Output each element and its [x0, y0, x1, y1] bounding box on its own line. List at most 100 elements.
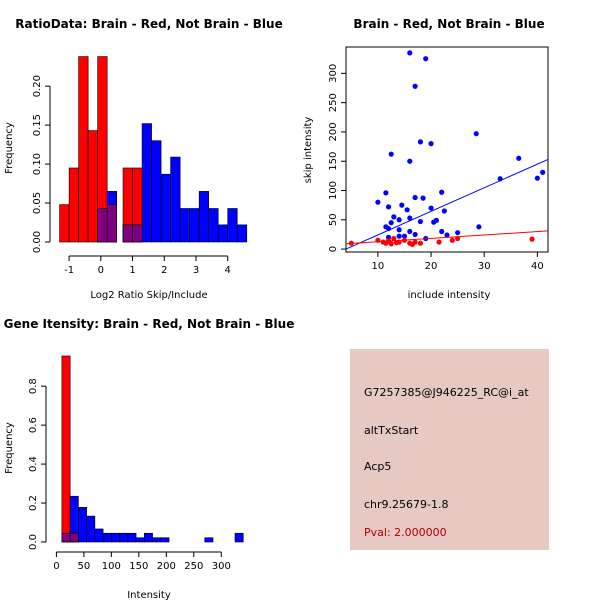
scatter-point-not-brain-16	[375, 199, 381, 205]
hist-bar-overlap-1	[69, 532, 79, 543]
ratio-histogram-axes: -1 0 1 2 3 4 0.00 0.05 0.10 0.15 0.20	[32, 75, 231, 276]
scatter-point-brain-14	[436, 239, 442, 245]
hist-bar-overlap-0	[97, 208, 108, 243]
scatter-title: Brain - Red, Not Brain - Blue	[353, 17, 544, 31]
scatter-point-not-brain-21	[441, 208, 447, 214]
scatter-point-not-brain-30	[385, 225, 392, 232]
hist-bar-notbrain-7	[119, 532, 129, 543]
gene-intensity-histogram-panel: Gene Itensity: Brain - Red, Not Brain - …	[4, 317, 295, 600]
scatter-y-tick-label-3: 150	[328, 152, 339, 171]
scatter-point-not-brain-13	[439, 189, 445, 195]
scatter-point-brain-9	[401, 237, 408, 243]
scatter-y-tick-label-1: 50	[328, 213, 339, 226]
hist-bar-notbrain-11	[152, 537, 162, 543]
hist-bar-notbrain-12	[160, 537, 170, 543]
scatter-point-not-brain-12	[383, 190, 389, 196]
genomic-location: chr9.25679-1.8	[364, 498, 449, 511]
scatter-xlabel: include intensity	[408, 290, 491, 301]
y-tick-label-3: 0.6	[28, 417, 39, 433]
ratio-histogram-title: RatioData: Brain - Red, Not Brain - Blue	[15, 17, 282, 31]
scatter-point-not-brain-19	[428, 205, 434, 211]
scatter-y-tick-label-0: 0	[328, 246, 339, 252]
scatter-point-brain-8	[396, 239, 402, 245]
x-tick-label-3: 150	[129, 561, 148, 572]
x-tick-label-0: -1	[64, 265, 74, 276]
scatter-point-not-brain-6	[388, 151, 394, 157]
scatter-point-not-brain-20	[404, 207, 410, 213]
y-tick-label-4: 0.8	[28, 378, 39, 394]
x-tick-label-6: 300	[212, 561, 231, 572]
scatter-point-not-brain-23	[407, 215, 413, 221]
hist-bar-notbrain-9	[135, 537, 145, 543]
scatter-y-tick-label-4: 200	[328, 122, 339, 141]
gene-histogram-ylabel: Frequency	[4, 422, 15, 474]
scatter-point-not-brain-35	[476, 224, 482, 230]
x-tick-label-4: 200	[157, 561, 176, 572]
scatter-point-not-brain-8	[516, 155, 522, 161]
intensity-scatter-panel: Brain - Red, Not Brain - Blue include in…	[303, 17, 549, 301]
x-tick-label-1: 50	[78, 561, 91, 572]
scatter-point-not-brain-38	[396, 233, 402, 239]
scatter-point-not-brain-2	[412, 83, 418, 89]
hist-bar-notbrain-11	[208, 208, 219, 243]
hist-bar-notbrain-14	[234, 532, 244, 543]
x-tick-label-2: 100	[102, 561, 121, 572]
gene-histogram-bars	[61, 355, 244, 543]
hist-bar-notbrain-6	[160, 173, 171, 243]
scatter-point-not-brain-14	[412, 194, 418, 201]
scatter-point-brain-12	[412, 239, 418, 245]
x-tick-label-3: 2	[161, 265, 167, 276]
scatter-point-brain-0	[348, 240, 354, 246]
event-type: altTxStart	[364, 424, 419, 437]
x-tick-label-1: 0	[98, 265, 104, 276]
hist-bar-notbrain-10	[198, 191, 209, 243]
scatter-point-brain-16	[455, 235, 461, 242]
hist-bar-notbrain-4	[141, 123, 152, 243]
gene-histogram-axes: 0 50 100 150 200 250 300 0.0 0.2 0.4 0.6 0.8	[28, 378, 231, 572]
hist-bar-overlap-1	[106, 204, 117, 243]
scatter-point-not-brain-5	[473, 131, 479, 137]
scatter-axes: 10 20 30 40 0 50 100 150 200 250 300	[328, 64, 544, 272]
scatter-point-not-brain-41	[401, 233, 408, 239]
info-panel: G7257385@J946225_RC@i_at altTxStart Acp5…	[350, 349, 549, 550]
y-tick-label-4: 0.20	[32, 75, 43, 97]
scatter-point-not-brain-18	[385, 204, 392, 210]
scatter-marks	[345, 50, 549, 250]
scatter-point-brain-5	[388, 241, 394, 247]
scatter-point-not-brain-15	[420, 195, 426, 201]
scatter-x-tick-label-2: 30	[478, 261, 491, 272]
hist-bar-brain-3	[87, 130, 98, 243]
hist-bar-overlap-2	[122, 224, 133, 243]
scatter-point-brain-1	[375, 237, 381, 243]
hist-bar-notbrain-13	[227, 208, 238, 243]
scatter-point-not-brain-0	[407, 50, 413, 56]
y-tick-label-0: 0.0	[28, 534, 39, 550]
scatter-point-not-brain-26	[417, 218, 424, 225]
hist-bar-notbrain-4	[94, 528, 104, 543]
y-tick-label-0: 0.00	[32, 231, 43, 253]
hist-bar-notbrain-8	[179, 208, 190, 243]
hist-bar-notbrain-14	[236, 224, 248, 243]
y-tick-label-3: 0.15	[32, 114, 43, 136]
scatter-point-not-brain-27	[388, 220, 394, 226]
scatter-point-not-brain-22	[391, 214, 397, 220]
scatter-point-not-brain-7	[407, 158, 413, 164]
scatter-point-brain-6	[391, 235, 397, 242]
hist-bar-notbrain-6	[111, 532, 120, 543]
info-panel-background	[350, 349, 549, 550]
hist-bar-brain-0	[61, 355, 71, 543]
scatter-point-not-brain-9	[497, 176, 503, 182]
scatter-point-not-brain-31	[396, 227, 402, 233]
gene-symbol: Acp5	[364, 460, 391, 473]
x-tick-label-2: 1	[129, 265, 135, 276]
hist-bar-notbrain-9	[189, 208, 200, 243]
scatter-point-not-brain-33	[439, 228, 445, 235]
hist-bar-overlap-3	[132, 224, 143, 243]
scatter-point-not-brain-32	[407, 228, 413, 235]
scatter-point-not-brain-24	[396, 217, 402, 223]
x-tick-label-0: 0	[53, 561, 59, 572]
scatter-point-not-brain-28	[431, 219, 437, 225]
y-tick-label-2: 0.10	[32, 153, 43, 175]
x-tick-label-4: 3	[193, 265, 199, 276]
pval-text: Pval: 2.000000	[364, 526, 447, 539]
